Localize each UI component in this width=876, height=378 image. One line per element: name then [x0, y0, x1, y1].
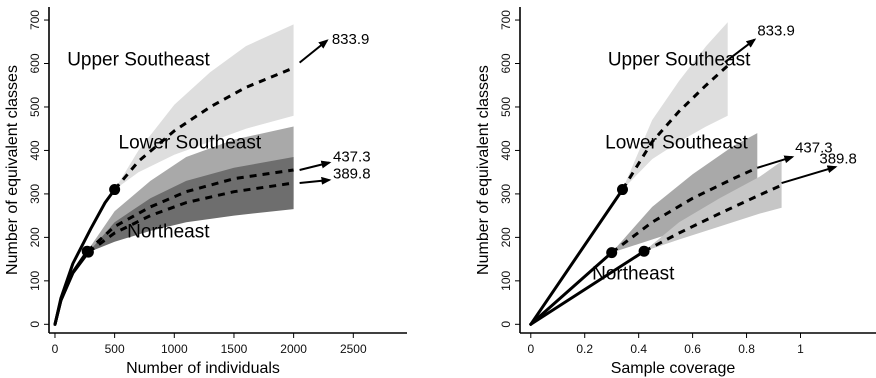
y-axis-label: Number of equivalent classes: [475, 65, 492, 275]
series-label-lower-southeast: Lower Southeast: [605, 132, 748, 153]
y-tick-label: 500: [28, 97, 42, 117]
observed-point-northeast: [638, 245, 650, 257]
band-lower-southeast: [611, 133, 758, 253]
y-tick-label: 700: [499, 10, 513, 30]
series-label-northeast: Northeast: [127, 221, 210, 242]
x-tick-label: 2500: [340, 342, 367, 356]
end-value-lower-southeast: 437.3: [795, 140, 833, 157]
y-tick-label: 200: [28, 227, 42, 247]
y-tick-label: 100: [499, 271, 513, 291]
x-tick-label: 0: [52, 342, 59, 356]
y-tick-label: 0: [28, 321, 42, 328]
arrow-northeast: [781, 165, 838, 184]
end-value-northeast: 389.8: [333, 166, 371, 183]
x-axis-label: Number of individuals: [126, 360, 280, 377]
x-tick-label: 2000: [280, 342, 307, 356]
arrow-upper-southeast: [724, 38, 757, 63]
arrow-upper-southeast: [298, 39, 329, 64]
series-label-lower-southeast: Lower Southeast: [119, 132, 262, 153]
x-tick-label: 0.2: [576, 342, 593, 356]
chart-sample-coverage: 0 100 200 300 400 500 600 700 0 0.2 0.4 0.6 0.8 1 Samp…: [475, 7, 876, 377]
band-upper-southeast: [622, 22, 728, 190]
y-axis-label: Number of equivalent classes: [4, 65, 21, 275]
observed-point-upper-southeast: [616, 184, 628, 196]
observed-line-lower-southeast: [529, 251, 614, 326]
y-tick-label: 300: [499, 184, 513, 204]
observed-line-upper-southeast: [529, 188, 624, 326]
x-tick-label: 1500: [221, 342, 248, 356]
series-label-upper-southeast: Upper Southeast: [608, 50, 751, 71]
end-value-lower-southeast: 437.3: [333, 148, 371, 165]
x-tick-label: 0.6: [684, 342, 701, 356]
y-tick-label: 400: [28, 140, 42, 160]
chart-individuals: 0 100 200 300 400 500 600 700 0 500 1000 1500 2000 25…: [4, 7, 407, 377]
y-tick-label: 300: [28, 184, 42, 204]
extrapolated-line-northeast: [87, 181, 294, 254]
y-tick-label: 700: [28, 10, 42, 30]
x-tick-label: 1000: [161, 342, 188, 356]
extrapolated-line-northeast: [643, 183, 783, 253]
observed-point-lower-southeast: [606, 247, 618, 259]
x-tick-label: 0.4: [630, 342, 647, 356]
end-value-upper-southeast: 833.9: [757, 22, 795, 39]
x-tick-label: 1: [797, 342, 804, 356]
band-upper-southeast: [114, 24, 294, 190]
arrow-lower-southeast: [299, 160, 332, 171]
y-tick-label: 0: [499, 321, 513, 328]
extrapolated-line-lower-southeast: [86, 168, 294, 253]
extrapolated-line-upper-southeast: [113, 66, 295, 191]
y-tick-label: 100: [28, 271, 42, 291]
band-northeast: [88, 157, 294, 253]
series-label-upper-southeast: Upper Southeast: [67, 50, 210, 71]
arrow-lower-southeast: [757, 155, 795, 169]
series-label-northeast: Northeast: [592, 264, 675, 285]
end-value-northeast: 389.8: [819, 150, 857, 167]
extrapolated-line-upper-southeast: [621, 64, 729, 191]
y-tick-label: 600: [499, 53, 513, 73]
band-northeast: [644, 161, 782, 252]
observed-line-northeast: [53, 250, 90, 326]
extrapolated-line-lower-southeast: [610, 166, 758, 254]
x-axis-label: Sample coverage: [611, 360, 736, 377]
observed-line-northeast: [529, 249, 646, 326]
y-tick-label: 400: [499, 140, 513, 160]
y-tick-label: 200: [499, 227, 513, 247]
observed-point-upper-southeast: [109, 184, 121, 196]
end-value-upper-southeast: 833.9: [332, 31, 370, 48]
x-tick-label: 0: [527, 342, 534, 356]
y-tick-label: 500: [499, 97, 513, 117]
arrow-northeast: [299, 176, 332, 185]
observed-point-northeast: [82, 246, 94, 258]
x-tick-label: 0.8: [738, 342, 755, 356]
y-tick-label: 600: [28, 53, 42, 73]
x-tick-label: 500: [105, 342, 125, 356]
